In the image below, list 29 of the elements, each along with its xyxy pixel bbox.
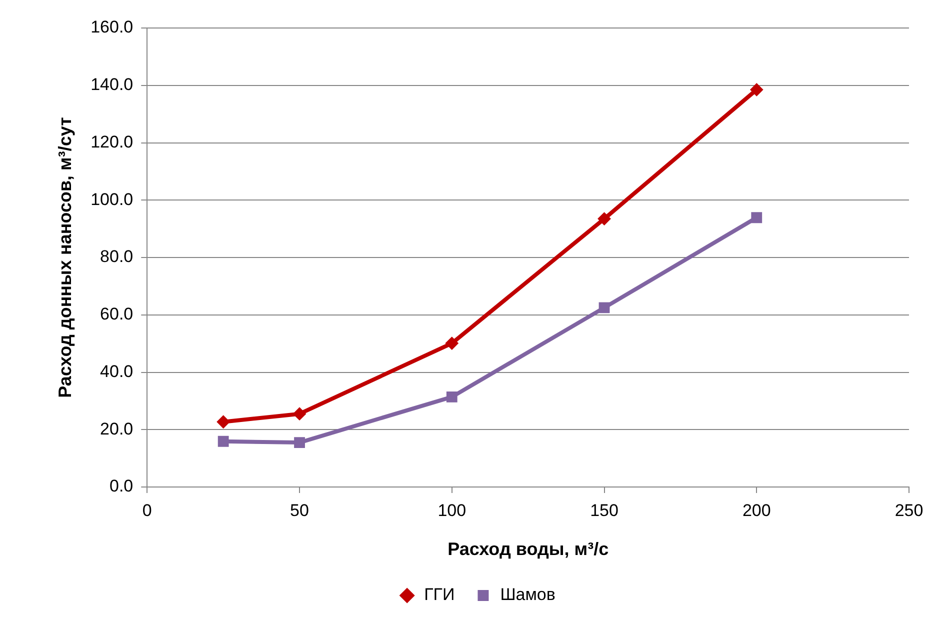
x-axis-title: Расход воды, м³/с: [448, 539, 609, 560]
y-tick-label: 80.0: [100, 247, 134, 266]
point: [598, 302, 610, 314]
y-tick-label: 120.0: [90, 132, 134, 152]
y-tick-label: 160.0: [90, 18, 134, 37]
x-tick-label: 200: [742, 500, 771, 520]
x-tick-label: 50: [290, 500, 309, 520]
y-tick-label: 60.0: [100, 304, 134, 324]
x-tick-label: 100: [438, 500, 466, 520]
x-tick-label: 250: [894, 500, 924, 520]
y-tick-label: 20.0: [100, 419, 134, 438]
point: [445, 336, 458, 350]
legend-label: Шамов: [500, 585, 556, 604]
point: [216, 415, 230, 428]
point: [218, 436, 229, 447]
point: [751, 212, 762, 224]
point: [293, 407, 306, 420]
legend-label: ГГИ: [424, 585, 455, 604]
point: [446, 391, 458, 402]
point: [598, 212, 611, 226]
point: [750, 83, 764, 96]
x-tick-label: 150: [590, 500, 618, 520]
y-tick-label: 100.0: [90, 190, 134, 209]
y-tick-label: 0.0: [110, 476, 134, 496]
x-tick-label: 0: [142, 500, 152, 520]
y-tick-label: 140.0: [90, 75, 134, 94]
y-axis-title: Расход донных наносов, м³/сут: [54, 116, 75, 398]
point: [294, 437, 305, 448]
y-tick-label: 40.0: [100, 362, 134, 381]
